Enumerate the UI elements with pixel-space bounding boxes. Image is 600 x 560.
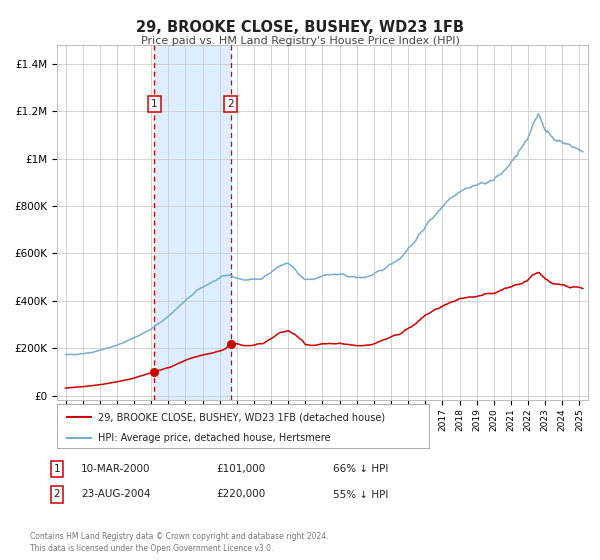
Text: 2: 2 [53, 489, 61, 500]
Text: 66% ↓ HPI: 66% ↓ HPI [333, 464, 388, 474]
Text: 2: 2 [227, 99, 234, 109]
Text: 1: 1 [151, 99, 158, 109]
Text: £220,000: £220,000 [216, 489, 265, 500]
Text: Contains HM Land Registry data © Crown copyright and database right 2024.
This d: Contains HM Land Registry data © Crown c… [30, 533, 329, 553]
Text: Price paid vs. HM Land Registry's House Price Index (HPI): Price paid vs. HM Land Registry's House … [140, 36, 460, 46]
Text: 55% ↓ HPI: 55% ↓ HPI [333, 489, 388, 500]
Text: HPI: Average price, detached house, Hertsmere: HPI: Average price, detached house, Hert… [98, 433, 331, 444]
Text: 23-AUG-2004: 23-AUG-2004 [81, 489, 151, 500]
Bar [154, 45, 230, 400]
Text: 29, BROOKE CLOSE, BUSHEY, WD23 1FB (detached house): 29, BROOKE CLOSE, BUSHEY, WD23 1FB (deta… [98, 412, 385, 422]
Text: 10-MAR-2000: 10-MAR-2000 [81, 464, 151, 474]
Text: 29, BROOKE CLOSE, BUSHEY, WD23 1FB: 29, BROOKE CLOSE, BUSHEY, WD23 1FB [136, 20, 464, 35]
Text: £101,000: £101,000 [216, 464, 265, 474]
Text: 1: 1 [53, 464, 61, 474]
